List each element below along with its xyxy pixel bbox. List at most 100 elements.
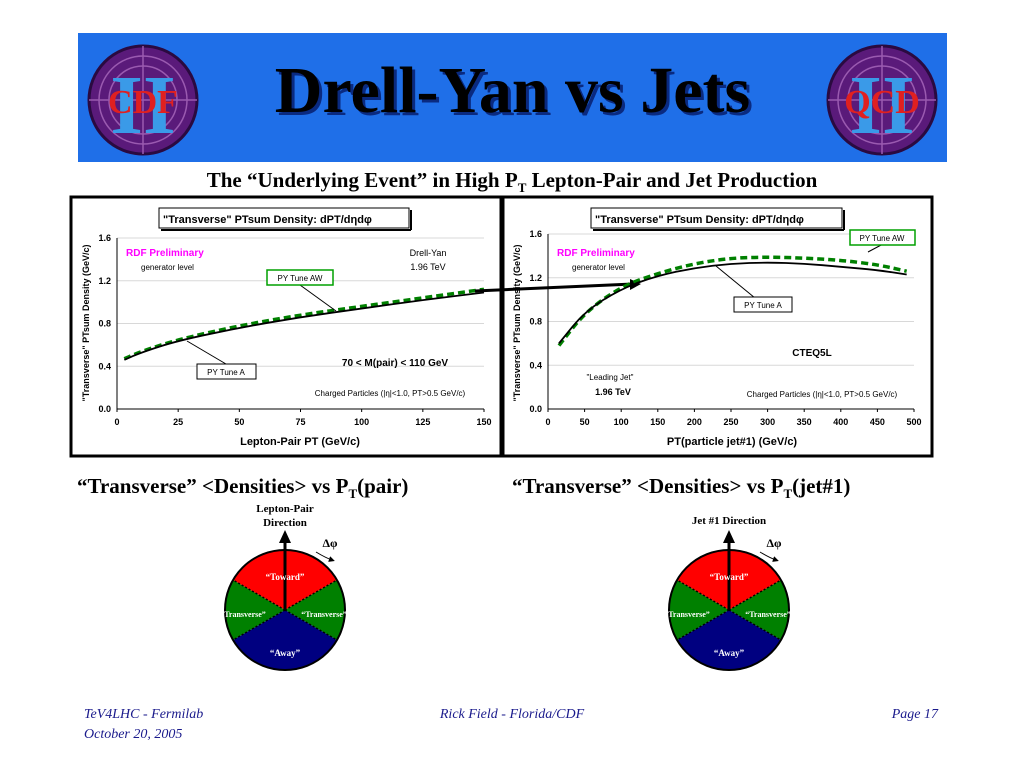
left-xtick-label: 150 xyxy=(476,417,491,427)
left-away-region xyxy=(233,610,337,671)
qcd-logo: II QCD xyxy=(826,44,938,156)
footer-left-line2: October 20, 2005 xyxy=(84,727,183,742)
right-caption: “Transverse” <Densities> vs PT(jet#1) xyxy=(512,474,851,502)
right-pdf-label: CTEQ5L xyxy=(792,348,831,359)
left-cuts-label: Charged Particles (|η|<1.0, PT>0.5 GeV/c… xyxy=(315,389,466,398)
svg-text:II: II xyxy=(110,59,175,152)
right-xtick-label: 100 xyxy=(614,417,629,427)
left-ytick-label: 0.4 xyxy=(98,361,111,371)
connector-arrow xyxy=(474,282,634,293)
right-transverse-right-label: “Transverse” xyxy=(745,610,791,619)
left-transverse-left-label: “Transverse” xyxy=(220,610,266,619)
left-transverse-left-region xyxy=(224,580,285,640)
left-energy-label: 1.96 TeV xyxy=(410,262,445,272)
left-xtick-label: 125 xyxy=(415,417,430,427)
right-transverse-left-region xyxy=(668,580,729,640)
left-transverse-right-label: “Transverse” xyxy=(301,610,347,619)
footer-left-line1: TeV4LHC - Fermilab xyxy=(84,707,204,722)
right-ytick-label: 0.8 xyxy=(529,317,542,327)
svg-text:II: II xyxy=(849,59,914,152)
right-chart-title: "Transverse" PTsum Density: dPT/dηdφ xyxy=(595,214,804,226)
right-transverse-right-region xyxy=(729,580,790,640)
left-rdf-label: RDF Preliminary xyxy=(126,248,204,259)
right-xtick-label: 350 xyxy=(797,417,812,427)
right-tag-a xyxy=(733,296,793,313)
left-tag-aw-label: PY Tune AW xyxy=(278,274,323,283)
right-chart-ylabel: "Transverse" PTsum Density (GeV/c) xyxy=(512,245,522,402)
right-tag-aw-label: PY Tune AW xyxy=(860,234,905,243)
right-xtick-label: 200 xyxy=(687,417,702,427)
right-chart: "Transverse" PTsum Density: dPT/dηdφ 0.0… xyxy=(512,207,922,448)
left-tag-a-label: PY Tune A xyxy=(207,368,245,377)
footer-center: Rick Field - Florida/CDF xyxy=(439,707,585,722)
right-ytick-label: 0.0 xyxy=(529,404,542,414)
title-banner: II CDF Drell-Yan vs Jets II QCD xyxy=(78,33,947,162)
left-xtick-label: 75 xyxy=(295,417,305,427)
svg-text:QCD: QCD xyxy=(844,84,920,121)
right-xtick-label: 400 xyxy=(833,417,848,427)
left-transverse-right-region xyxy=(285,580,346,640)
page-title: Drell-Yan vs Jets xyxy=(274,54,751,127)
left-chart-title-box xyxy=(158,207,410,229)
right-leading-jet-label: "Leading Jet" xyxy=(586,373,633,382)
left-toward-label: “Toward” xyxy=(266,572,305,582)
left-dphi-label: Δφ xyxy=(322,536,338,550)
right-xtick-label: 50 xyxy=(580,417,590,427)
right-series-py-tune-aw xyxy=(557,255,908,347)
right-toward-label: “Toward” xyxy=(710,572,749,582)
right-cuts-label: Charged Particles (|η|<1.0, PT>0.5 GeV/c… xyxy=(747,390,898,399)
right-ytick-label: 1.6 xyxy=(529,229,542,239)
footer-page-number: Page 17 xyxy=(891,707,938,722)
right-xtick-label: 450 xyxy=(870,417,885,427)
charts-area: "Transverse" PTsum Density: dPT/dηdφ 0.0… xyxy=(69,195,934,458)
right-ytick-label: 0.4 xyxy=(529,360,542,370)
right-xtick-label: 150 xyxy=(650,417,665,427)
cdf-logo: II CDF xyxy=(87,44,199,156)
left-ytick-label: 0.0 xyxy=(98,404,111,414)
left-direction-label-2: Direction xyxy=(263,517,307,529)
right-series-py-tune-a xyxy=(558,261,907,344)
left-ytick-label: 1.2 xyxy=(98,276,111,286)
left-chart-xlabel: Lepton-Pair PT (GeV/c) xyxy=(240,436,360,448)
right-dphi-label: Δφ xyxy=(766,536,782,550)
left-xtick-label: 50 xyxy=(234,417,244,427)
left-process-label: Drell-Yan xyxy=(410,248,447,258)
right-energy-label: 1.96 TeV xyxy=(595,387,631,397)
left-direction-label-1: Lepton-Pair xyxy=(256,503,314,515)
right-transverse-left-label: “Transverse” xyxy=(664,610,710,619)
right-away-region xyxy=(677,610,781,671)
right-tag-a-label: PY Tune A xyxy=(744,301,782,310)
left-xtick-label: 100 xyxy=(354,417,369,427)
left-series-py-tune-a xyxy=(123,291,485,361)
left-mass-window: 70 < M(pair) < 110 GeV xyxy=(342,358,448,369)
right-ytick-label: 1.2 xyxy=(529,273,542,283)
right-xtick-label: 500 xyxy=(906,417,921,427)
region-diagrams: Lepton-Pair Direction Δφ “Toward” “Trans… xyxy=(220,503,791,671)
left-caption: “Transverse” <Densities> vs PT(pair) xyxy=(77,474,409,502)
left-xtick-label: 25 xyxy=(173,417,183,427)
right-xtick-label: 300 xyxy=(760,417,775,427)
right-xtick-label: 0 xyxy=(545,417,550,427)
right-rdf-label: RDF Preliminary xyxy=(557,248,635,259)
left-gen-label: generator level xyxy=(141,263,194,272)
right-chart-xlabel: PT(particle jet#1) (GeV/c) xyxy=(667,436,798,448)
right-direction-label: Jet #1 Direction xyxy=(692,515,766,527)
left-chart-ylabel: "Transverse" PTsum Density (GeV/c) xyxy=(81,245,91,402)
right-region-diagram: Jet #1 Direction Δφ “Toward” “Transverse… xyxy=(664,515,791,671)
right-away-label: “Away” xyxy=(714,648,745,658)
left-chart-title: "Transverse" PTsum Density: dPT/dηdφ xyxy=(163,214,372,226)
left-xtick-label: 0 xyxy=(114,417,119,427)
slide-subtitle: The “Underlying Event” in High PT Lepton… xyxy=(206,168,818,196)
left-tag-a xyxy=(196,363,257,380)
right-gen-label: generator level xyxy=(572,263,625,272)
left-chart-frame xyxy=(69,195,503,458)
left-region-diagram: Lepton-Pair Direction Δφ “Toward” “Trans… xyxy=(220,503,347,671)
left-series-py-tune-aw xyxy=(123,287,485,361)
left-chart: "Transverse" PTsum Density: dPT/dηdφ 0.0… xyxy=(81,207,492,448)
right-tag-aw xyxy=(849,229,916,246)
left-ytick-label: 1.6 xyxy=(98,233,111,243)
left-away-label: “Away” xyxy=(270,648,301,658)
left-ytick-label: 0.8 xyxy=(98,319,111,329)
left-tag-aw xyxy=(266,269,334,286)
right-xtick-label: 250 xyxy=(723,417,738,427)
